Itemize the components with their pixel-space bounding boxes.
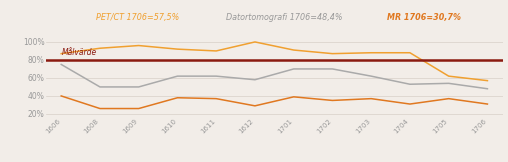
Text: Datortomografi 1706=48,4%: Datortomografi 1706=48,4% — [226, 13, 343, 22]
Text: Målvärde: Målvärde — [62, 48, 97, 57]
Text: MR 1706=30,7%: MR 1706=30,7% — [387, 13, 461, 22]
Text: PET/CT 1706=57,5%: PET/CT 1706=57,5% — [96, 13, 179, 22]
